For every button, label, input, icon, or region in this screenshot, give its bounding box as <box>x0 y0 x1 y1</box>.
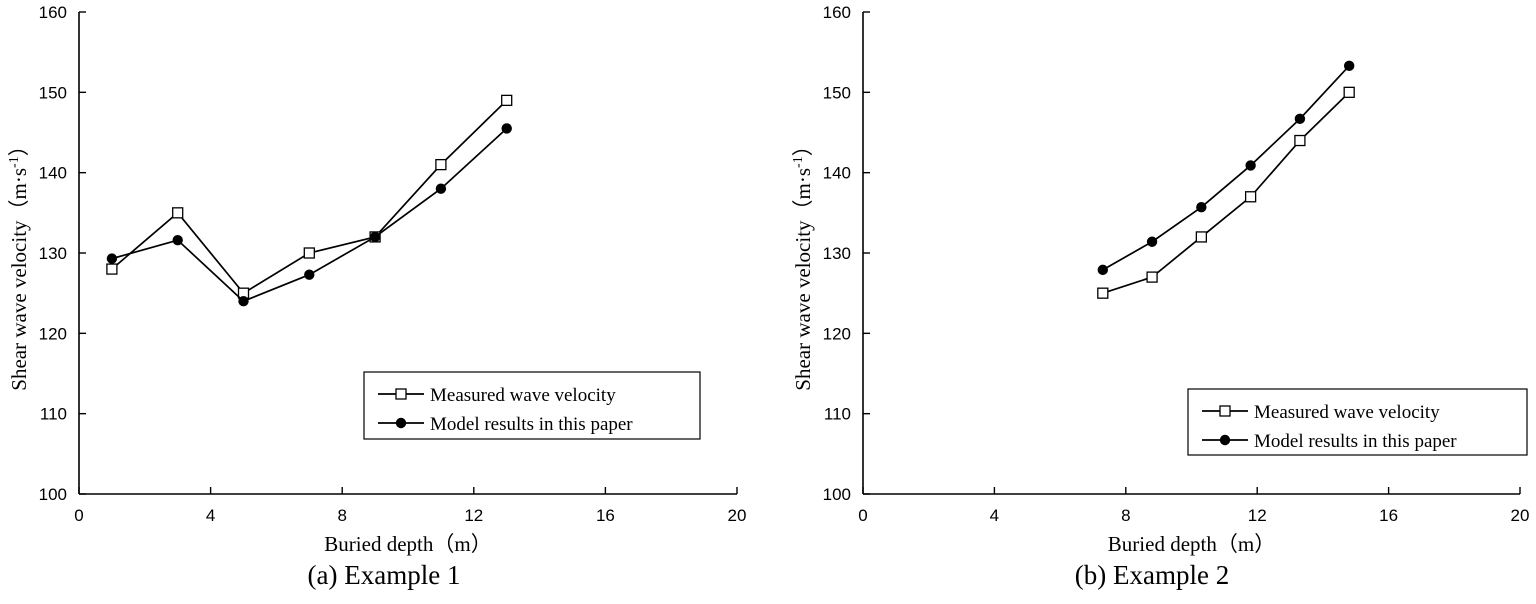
legend-label: Measured wave velocity <box>1254 402 1440 423</box>
model-point <box>106 253 118 264</box>
y-tick-label: 140 <box>39 164 67 183</box>
model-point <box>304 269 315 280</box>
model-point <box>1196 202 1207 213</box>
y-tick-label: 130 <box>39 244 67 263</box>
legend-circle-marker <box>395 417 407 429</box>
measured-point <box>435 158 447 171</box>
chart-panel-a: 100 110 120 130 140 150 160 0 4 8 12 16 20 Buried dep… <box>7 3 747 590</box>
series-line-2 <box>1102 65 1350 271</box>
series-line-1 <box>111 99 508 295</box>
x-tick-label: 0 <box>858 506 867 525</box>
x-tick-label: 8 <box>337 506 346 525</box>
measured-point <box>303 247 315 259</box>
model-point <box>1245 160 1256 171</box>
y-tick-label: 160 <box>823 3 851 22</box>
y-tick-label: 150 <box>823 83 851 102</box>
legend-label: Measured wave velocity <box>430 385 616 406</box>
chart-b-svg: 100 110 120 130 140 150 160 0 4 8 12 16 20 Buried dep… <box>791 3 1530 556</box>
measured-point <box>1195 231 1208 243</box>
y-tick-label: 110 <box>824 405 851 424</box>
x-axis-label: Buried depth（m） <box>1108 532 1275 556</box>
model-point <box>369 231 381 243</box>
measured-point <box>1294 134 1306 147</box>
y-axis-label: Shear wave velocity（m·s-1） <box>791 135 815 390</box>
y-tick-label: 130 <box>823 244 851 263</box>
model-point <box>1343 60 1355 72</box>
measured-point <box>172 207 184 219</box>
x-axis-label: Buried depth（m） <box>324 532 491 556</box>
measured-point <box>106 263 118 275</box>
legend-box <box>1187 388 1528 456</box>
x-tick-label: 16 <box>1379 506 1398 525</box>
legend-square-marker <box>1219 405 1231 417</box>
model-point <box>1146 236 1158 247</box>
model-point <box>172 234 183 246</box>
chart-panel-b: 100 110 120 130 140 150 160 0 4 8 12 16 20 Buried dep… <box>768 0 1536 604</box>
y-tick-label: 100 <box>823 485 851 504</box>
model-point <box>1294 113 1306 125</box>
x-tick-label: 20 <box>728 506 747 525</box>
y-tick-label: 110 <box>40 405 67 424</box>
model-point <box>1097 264 1109 276</box>
model-point <box>435 183 447 194</box>
y-axis-label: Shear wave velocity（m·s-1） <box>7 135 31 390</box>
measured-point <box>501 94 513 107</box>
legend-box <box>363 371 701 440</box>
legend-square-marker <box>395 388 407 400</box>
x-tick-label: 12 <box>464 506 483 525</box>
y-tick-label: 150 <box>39 83 67 102</box>
legend-circle-marker <box>1219 434 1231 446</box>
legend-label: Model results in this paper <box>430 414 633 435</box>
chart-a-svg: 100 110 120 130 140 150 160 0 4 8 12 16 20 Buried dep… <box>7 3 747 556</box>
caption-a: (a) Example 1 <box>307 560 461 590</box>
y-tick-label: 120 <box>39 324 67 343</box>
x-tick-label: 20 <box>1511 506 1530 525</box>
measured-point <box>1097 287 1109 299</box>
y-tick-label: 120 <box>823 324 851 343</box>
x-tick-label: 16 <box>596 506 615 525</box>
y-tick-label: 160 <box>39 3 67 22</box>
x-tick-label: 8 <box>1121 506 1130 525</box>
measured-point <box>1146 271 1158 283</box>
model-point <box>238 296 249 307</box>
y-tick-label: 140 <box>823 164 851 183</box>
x-tick-label: 4 <box>990 506 999 525</box>
y-tick-label: 100 <box>39 485 67 504</box>
measured-point <box>1343 86 1355 98</box>
x-tick-label: 12 <box>1248 506 1267 525</box>
model-point <box>501 123 512 134</box>
legend-label: Model results in this paper <box>1254 431 1457 452</box>
measured-point <box>1244 191 1257 203</box>
series-line-1 <box>1102 91 1350 294</box>
x-tick-label: 4 <box>206 506 215 525</box>
caption-b: (b) Example 2 <box>1074 560 1230 590</box>
x-tick-label: 0 <box>74 506 83 525</box>
